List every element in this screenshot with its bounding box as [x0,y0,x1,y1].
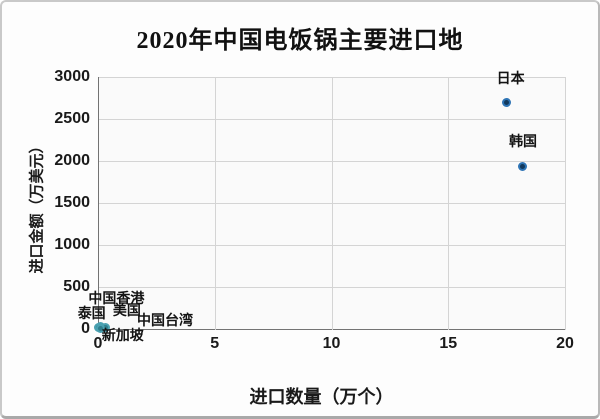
data-point-新加坡 [96,323,106,333]
v-gridline [448,77,449,330]
y-tick-label: 3000 [54,68,90,85]
y-axis-line [98,77,99,330]
x-tick-label: 20 [556,335,574,352]
data-label-日本: 日本 [496,70,525,87]
data-label-新加坡: 新加坡 [101,327,144,344]
data-point-韩国 [518,162,528,172]
v-gridline [332,77,333,330]
v-gridline [215,77,216,330]
chart-title: 2020年中国电饭锅主要进口地 [136,28,464,54]
y-tick-label: 500 [63,278,90,295]
y-tick-label: 0 [81,320,90,337]
y-tick-label: 2500 [54,110,90,127]
y-tick-label: 1000 [54,236,90,253]
x-tick-label: 0 [93,335,103,352]
data-label-美国: 美国 [112,302,141,319]
x-tick-label: 10 [322,335,341,352]
x-tick-label: 5 [210,335,220,352]
x-axis-title: 进口数量（万个） [249,387,394,407]
y-tick-label: 2000 [54,152,90,169]
x-tick-label: 15 [439,335,458,352]
data-point-日本 [502,97,512,107]
v-gridline [565,77,566,330]
data-label-中国香港: 中国香港 [88,290,145,307]
data-label-泰国: 泰国 [77,304,106,321]
data-label-韩国: 韩国 [508,132,537,149]
data-label-中国台湾: 中国台湾 [137,311,193,328]
y-tick-label: 1500 [54,194,90,211]
